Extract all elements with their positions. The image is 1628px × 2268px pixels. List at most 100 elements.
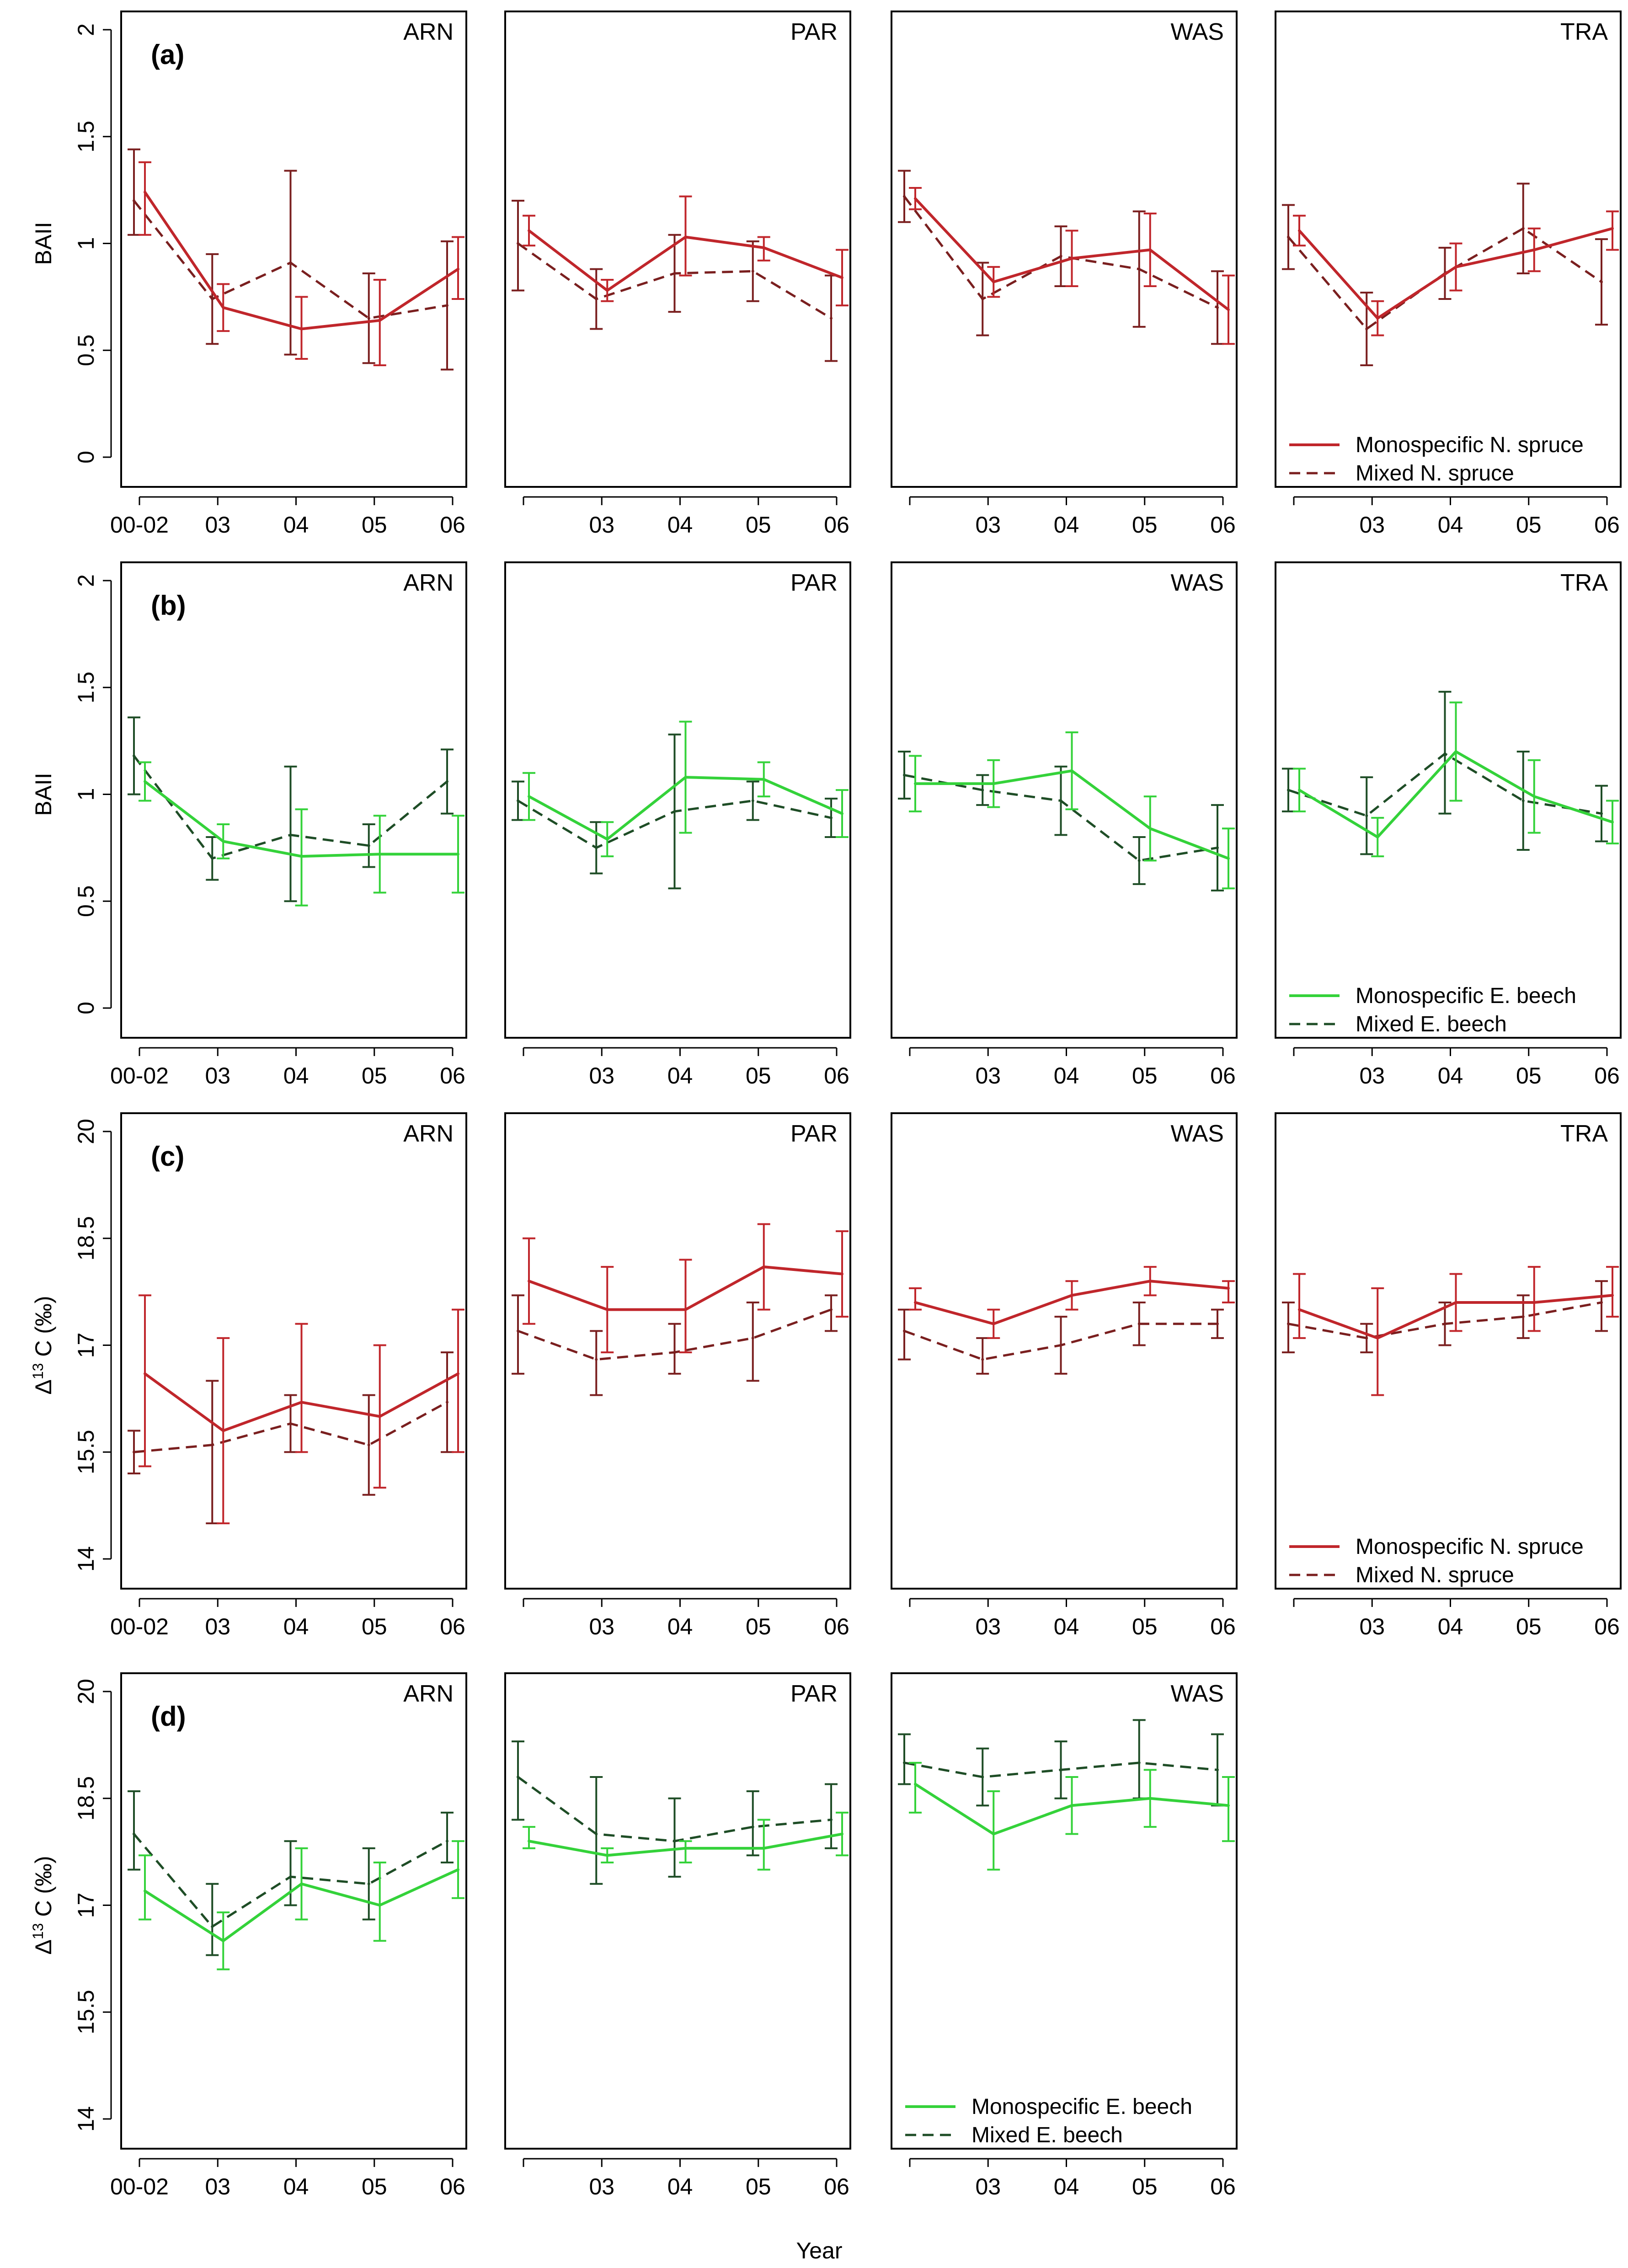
x-tick-label: 04: [1054, 1614, 1079, 1639]
x-tick-label: 03: [1359, 512, 1385, 538]
data-point: [992, 782, 995, 785]
y-tick-label: 1: [73, 788, 99, 801]
series-mono: [523, 1223, 849, 1354]
data-point: [1227, 857, 1230, 860]
x-tick-label: 06: [1594, 512, 1620, 538]
y-tick-label: 15.5: [73, 1430, 99, 1474]
series-mixed: [512, 733, 838, 890]
x-tick-label: 06: [824, 1063, 849, 1089]
x-axis-title: Year: [796, 2238, 842, 2263]
data-point: [981, 789, 984, 792]
data-point: [1532, 248, 1536, 251]
series-mixed: [512, 1294, 838, 1396]
data-point: [133, 754, 135, 758]
site-label: PAR: [790, 1681, 838, 1707]
data-point: [1521, 227, 1525, 230]
panel-tag: (a): [151, 39, 184, 70]
data-point: [1298, 229, 1301, 232]
x-tick-label: 06: [440, 1614, 465, 1639]
legend: Monospecific N. spruce Mixed N. spruce: [1289, 1535, 1584, 1587]
data-point: [133, 1832, 135, 1836]
data-point: [289, 833, 292, 837]
x-tick-label: 03: [1359, 1614, 1385, 1639]
data-point: [914, 197, 917, 200]
legend-label-mono: Monospecific N. spruce: [1356, 433, 1584, 457]
x-tick-label: 06: [1594, 1614, 1620, 1639]
panel-frame: [891, 561, 1238, 1039]
data-point: [673, 1351, 676, 1354]
data-point: [1216, 1768, 1219, 1772]
data-point: [211, 1443, 214, 1446]
data-point: [222, 840, 225, 843]
y-tick-label: 1.5: [73, 121, 99, 153]
y-tick-label: 15.5: [73, 1990, 99, 2034]
y-tick-label: 0: [73, 1002, 99, 1014]
x-tick-label: 06: [1594, 1063, 1620, 1089]
data-point: [762, 1846, 765, 1850]
site-label: WAS: [1170, 1681, 1224, 1707]
x-tick-label: 04: [1438, 1614, 1463, 1639]
data-point: [903, 1761, 906, 1764]
panel-c-tra: TRA 03 04 05 06 Monospecific N. spruce Mixed N…: [1275, 1112, 1622, 1639]
series-mixed: [128, 1351, 454, 1525]
x-tick-label: 06: [440, 512, 465, 538]
x-tick-label: 06: [1210, 1614, 1236, 1639]
x-tick-label: 00-02: [110, 1614, 169, 1639]
data-point: [1227, 1804, 1230, 1807]
data-point: [367, 844, 370, 847]
x-tick-label: 04: [283, 1063, 309, 1089]
data-point: [378, 853, 381, 856]
data-point: [1059, 799, 1062, 802]
data-point: [830, 816, 833, 819]
panel-frame: [504, 561, 851, 1039]
data-point: [1059, 255, 1062, 258]
data-point: [830, 1308, 833, 1311]
data-point: [528, 1840, 530, 1843]
data-point: [378, 319, 381, 322]
x-tick-label: 03: [205, 512, 230, 538]
data-point: [300, 1401, 303, 1404]
panel-row-d: 14 15.5 17 18.5 20 Δ13 C (‰) ARN (d) 00-02 03 04 05…: [30, 1672, 1238, 2199]
panel-d-was: WAS 03 04 05 06 Monospecific E. beech Mixed E.…: [891, 1672, 1238, 2199]
data-point: [1454, 750, 1457, 753]
data-point: [446, 1840, 448, 1843]
data-point: [211, 298, 214, 301]
data-point: [1454, 1301, 1457, 1304]
data-point: [1600, 1301, 1603, 1304]
site-label: ARN: [403, 1121, 454, 1147]
x-tick-label: 05: [362, 1614, 387, 1639]
x-tick-label: 03: [589, 512, 614, 538]
x-tick-label: 04: [283, 1614, 309, 1639]
x-tick-label: 03: [975, 1614, 1001, 1639]
series-mixed: [898, 1302, 1224, 1375]
legend: Monospecific E. beech Mixed E. beech: [905, 2095, 1192, 2147]
data-point: [981, 298, 984, 301]
data-point: [673, 1840, 676, 1843]
data-point: [1521, 799, 1525, 802]
panel-tag: (b): [151, 590, 186, 621]
data-point: [1137, 267, 1141, 271]
data-point: [517, 799, 519, 802]
x-tick-label: 03: [589, 1614, 614, 1639]
data-point: [1532, 795, 1536, 798]
data-point: [1137, 859, 1141, 862]
x-tick-label: 05: [1516, 512, 1542, 538]
data-point: [1059, 1768, 1062, 1772]
data-point: [1227, 308, 1230, 311]
series-mono: [1293, 1266, 1619, 1396]
data-point: [1365, 327, 1368, 331]
data-point: [751, 799, 754, 802]
panel-row-c: 14 15.5 17 18.5 20 Δ13 C (‰) ARN (c) 00-02 03 04 05…: [30, 1112, 1622, 1639]
data-point: [903, 1329, 906, 1333]
series-mixed: [512, 1740, 838, 1885]
data-point: [1216, 846, 1219, 849]
data-point: [914, 1782, 917, 1786]
x-tick-label: 05: [1516, 1063, 1542, 1089]
site-label: ARN: [403, 19, 454, 45]
site-label: PAR: [790, 1121, 838, 1147]
data-point: [1611, 821, 1614, 824]
panel-b-arn: ARN (b) 00-02 03 04 05 06: [110, 561, 467, 1089]
series-mono: [523, 195, 849, 307]
x-tick-label: 00-02: [110, 2174, 169, 2199]
x-tick-label: 05: [1132, 1614, 1158, 1639]
